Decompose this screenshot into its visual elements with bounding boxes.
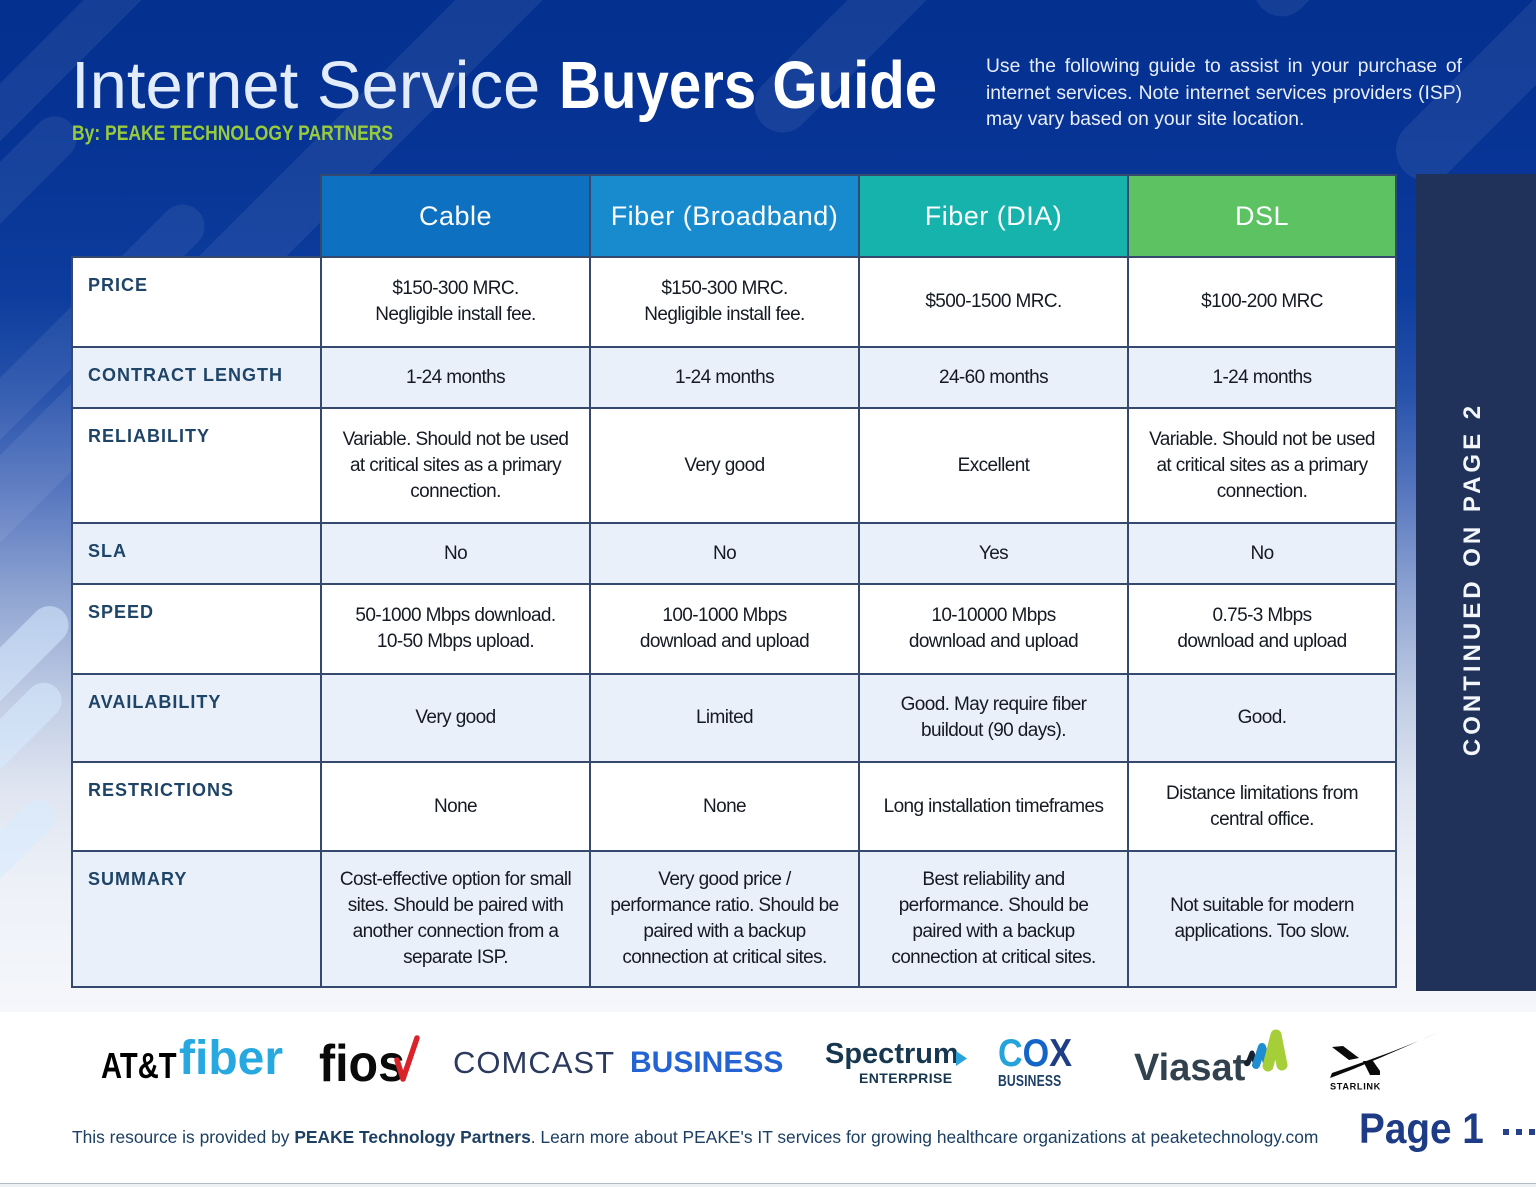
svg-text:STARLINK: STARLINK — [1330, 1082, 1381, 1092]
